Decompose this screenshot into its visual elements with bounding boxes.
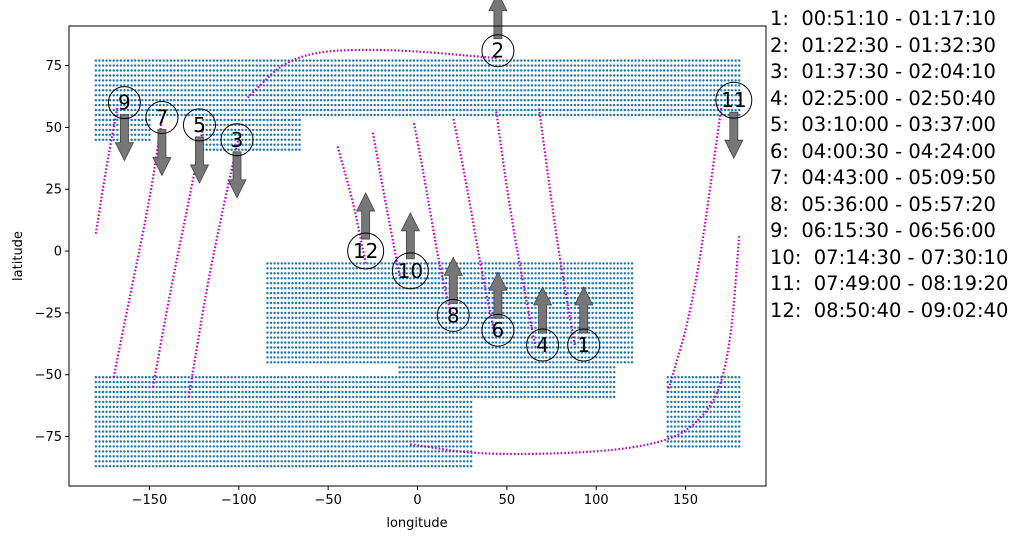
direction-arrow-icon <box>356 192 376 240</box>
ground-tracks <box>94 48 741 456</box>
marker-circle <box>347 232 385 270</box>
y-axis-label: latitude <box>11 231 26 281</box>
track-7 <box>112 119 163 378</box>
legend-entry-5: 5: 03:10:00 - 03:37:00 <box>770 113 996 136</box>
track-4 <box>495 109 537 348</box>
x-axis-label: longitude <box>386 516 447 531</box>
legend-entry-6: 6: 04:00:30 - 04:24:00 <box>770 139 996 163</box>
marker-circle <box>481 313 515 347</box>
marker-label: 4 <box>536 333 549 357</box>
plot-area <box>69 26 766 486</box>
pass-marker-7: 7 <box>145 101 179 177</box>
x-tick-label: 100 <box>584 493 609 508</box>
legend-entry-8: 8: 05:36:00 - 05:57:20 <box>770 192 996 216</box>
x-tick-label: 0 <box>413 493 421 508</box>
marker-label: 8 <box>447 303 460 327</box>
land-dots <box>94 59 741 468</box>
pass-marker-12: 12 <box>347 192 385 270</box>
marker-circle <box>715 81 753 119</box>
y-tick-label: 50 <box>45 121 62 136</box>
pass-marker-8: 8 <box>436 256 470 332</box>
direction-arrow-icon <box>574 286 594 334</box>
marker-circle <box>145 101 179 135</box>
marker-label: 9 <box>118 91 131 115</box>
axis-ticks: −150 −100 −50 0 50 100 150 −75 −50 −25 0 25 50 75 <box>35 59 698 508</box>
y-tick-label: 0 <box>54 245 62 260</box>
pass-marker-9: 9 <box>107 86 141 162</box>
marker-label: 7 <box>156 106 169 130</box>
marker-label: 5 <box>193 113 206 137</box>
direction-arrow-icon <box>152 129 172 177</box>
track-10 <box>371 132 401 277</box>
x-tick-label: 150 <box>673 493 698 508</box>
marker-circle <box>220 123 254 157</box>
marker-circle <box>526 328 560 362</box>
y-tick-label: −25 <box>35 306 62 321</box>
pass-marker-6: 6 <box>481 271 515 347</box>
marker-label: 2 <box>492 39 505 63</box>
legend-entry-3: 3: 01:37:30 - 02:04:10 <box>770 60 996 83</box>
direction-arrow-icon <box>488 0 508 40</box>
direction-arrow-icon <box>724 111 744 160</box>
direction-arrow-icon <box>114 114 135 162</box>
direction-arrow-icon <box>488 271 508 319</box>
y-tick-label: −75 <box>35 430 62 445</box>
legend-entry-10: 10: 07:14:30 - 07:30:10 <box>770 245 1009 269</box>
track-9 <box>94 107 119 234</box>
pass-marker-11: 11 <box>715 81 753 160</box>
marker-label: 10 <box>398 259 423 283</box>
legend-entry-2: 2: 01:22:30 - 01:32:30 <box>770 33 996 57</box>
legend-entry-7: 7: 04:43:00 - 05:09:50 <box>770 166 996 189</box>
x-tick-label: −50 <box>314 493 341 508</box>
track-2 <box>246 48 498 99</box>
y-tick-label: 25 <box>45 183 62 198</box>
pass-marker-4: 4 <box>526 286 560 362</box>
marker-circle <box>436 298 470 332</box>
x-tick-label: −100 <box>221 493 257 508</box>
track-11b <box>408 236 741 456</box>
legend-entry-12: 12: 08:50:40 - 09:02:40 <box>770 298 1009 322</box>
track-6 <box>452 117 496 333</box>
marker-label: 3 <box>231 128 244 152</box>
marker-label: 11 <box>721 88 746 112</box>
direction-arrow-icon <box>400 211 420 260</box>
track-5 <box>151 127 205 388</box>
marker-circle <box>182 108 216 142</box>
y-tick-label: 75 <box>45 59 62 74</box>
legend-entry-11: 11: 07:49:00 - 08:19:20 <box>770 272 1009 295</box>
marker-label: 6 <box>492 318 505 342</box>
legend-entry-4: 4: 02:25:00 - 02:50:40 <box>770 86 996 110</box>
marker-label: 1 <box>577 333 590 357</box>
direction-arrow-icon <box>189 136 210 184</box>
track-1 <box>537 107 576 346</box>
pass-marker-1: 1 <box>567 286 601 362</box>
marker-circle <box>391 252 429 290</box>
marker-circle <box>567 328 601 362</box>
pass-marker-5: 5 <box>182 108 216 184</box>
direction-arrow-icon <box>532 286 553 334</box>
pass-time-legend: 1: 00:51:10 - 01:17:10 2: 01:22:30 - 01:3… <box>770 6 1008 324</box>
marker-circle <box>107 86 141 120</box>
marker-circle <box>481 34 515 68</box>
pass-marker-10: 10 <box>391 211 429 290</box>
pass-marker-3: 3 <box>220 123 254 199</box>
track-11 <box>666 107 723 393</box>
legend-entry-9: 9: 06:15:30 - 06:56:00 <box>770 219 996 242</box>
y-tick-label: −50 <box>35 368 62 383</box>
direction-arrow-icon <box>443 256 463 304</box>
pass-marker-2: 2 <box>481 0 515 68</box>
direction-arrow-icon <box>227 151 247 199</box>
land-points <box>94 59 741 468</box>
track-3 <box>187 137 240 398</box>
x-tick-label: −150 <box>132 493 168 508</box>
marker-label: 12 <box>353 239 378 263</box>
legend-entry-1: 1: 00:51:10 - 01:17:10 <box>770 7 996 30</box>
x-tick-label: 50 <box>499 493 516 508</box>
